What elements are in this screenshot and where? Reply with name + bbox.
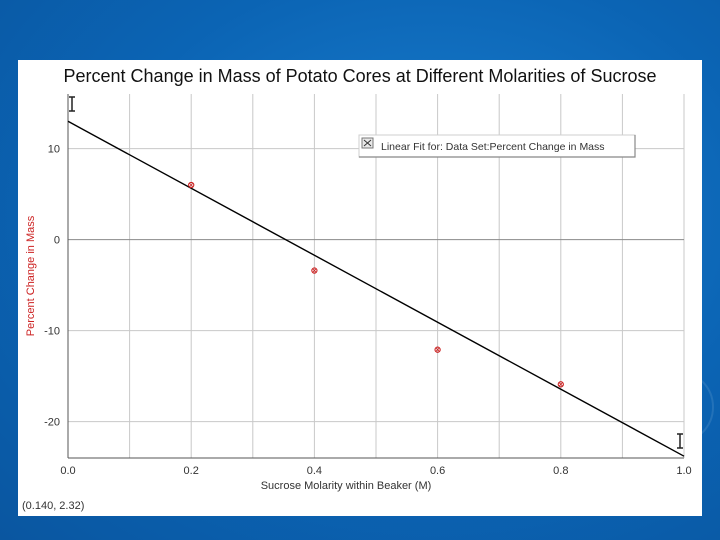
y-axis-label: Percent Change in Mass bbox=[25, 215, 37, 336]
range-bracket-right[interactable] bbox=[677, 433, 683, 449]
chart-plot: 0.0 0.2 0.4 0.6 0.8 1.0 10 0 -10 -20 Sucrose Molar… bbox=[25, 94, 692, 492]
data-point-mark bbox=[558, 382, 564, 387]
chart-title: Percent Change in Mass of Potato Cores a… bbox=[63, 66, 657, 86]
data-point bbox=[188, 181, 195, 189]
x-tick-label: 0.0 bbox=[60, 465, 75, 477]
close-icon[interactable] bbox=[363, 139, 372, 147]
chart-panel: Percent Change in Mass of Potato Cores a… bbox=[18, 60, 702, 516]
data-point-mark bbox=[312, 268, 317, 273]
x-tick-label: 0.6 bbox=[430, 465, 445, 477]
data-point bbox=[434, 346, 441, 353]
coordinate-readout: (0.140, 2.32) bbox=[22, 500, 85, 512]
x-tick-label: 0.8 bbox=[553, 465, 568, 477]
linear-fit-line bbox=[67, 120, 685, 457]
y-tick-label: -10 bbox=[44, 326, 60, 338]
fit-legend-label: Linear Fit for: Data Set:Percent Change … bbox=[381, 141, 605, 153]
x-tick-label: 1.0 bbox=[676, 465, 691, 477]
fit-legend-shadow bbox=[359, 135, 636, 158]
data-point-mark bbox=[435, 347, 440, 352]
data-point-mark bbox=[188, 182, 194, 188]
x-tick-label: 0.2 bbox=[184, 465, 199, 477]
data-point bbox=[557, 381, 564, 388]
y-tick-label: -20 bbox=[44, 417, 60, 429]
x-tick-label: 0.4 bbox=[307, 465, 322, 477]
y-tick-label: 10 bbox=[48, 144, 60, 156]
data-point bbox=[311, 267, 318, 274]
range-bracket-left[interactable] bbox=[69, 96, 75, 112]
x-axis-label: Sucrose Molarity within Beaker (M) bbox=[261, 480, 432, 492]
y-tick-label: 0 bbox=[54, 235, 60, 247]
